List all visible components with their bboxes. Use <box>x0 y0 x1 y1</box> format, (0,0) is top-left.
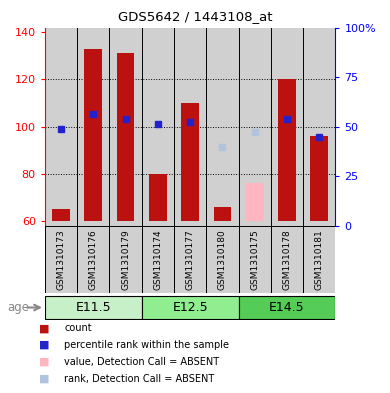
Text: value, Detection Call = ABSENT: value, Detection Call = ABSENT <box>64 357 220 367</box>
Bar <box>142 28 174 226</box>
FancyBboxPatch shape <box>142 226 174 293</box>
FancyBboxPatch shape <box>45 226 77 293</box>
Text: rank, Detection Call = ABSENT: rank, Detection Call = ABSENT <box>64 374 214 384</box>
Bar <box>117 53 135 221</box>
Bar <box>174 28 206 226</box>
Text: ■: ■ <box>39 340 50 350</box>
Bar <box>271 28 303 226</box>
Text: age: age <box>7 301 29 314</box>
Bar <box>84 49 102 221</box>
Text: ■: ■ <box>39 357 50 367</box>
Bar <box>52 209 70 221</box>
Bar <box>303 28 335 226</box>
FancyBboxPatch shape <box>271 226 303 293</box>
Bar <box>149 174 167 221</box>
Text: GSM1310181: GSM1310181 <box>315 229 324 290</box>
Bar <box>45 28 77 226</box>
FancyBboxPatch shape <box>110 226 142 293</box>
Bar <box>310 136 328 221</box>
Bar <box>110 28 142 226</box>
Text: GSM1310174: GSM1310174 <box>153 229 162 290</box>
FancyBboxPatch shape <box>45 296 142 319</box>
FancyBboxPatch shape <box>206 226 239 293</box>
Text: ■: ■ <box>39 323 50 333</box>
FancyBboxPatch shape <box>239 226 271 293</box>
FancyBboxPatch shape <box>142 296 239 319</box>
Text: GSM1310175: GSM1310175 <box>250 229 259 290</box>
Text: count: count <box>64 323 92 333</box>
Text: percentile rank within the sample: percentile rank within the sample <box>64 340 229 350</box>
Bar <box>181 103 199 221</box>
Bar <box>206 28 239 226</box>
Text: E12.5: E12.5 <box>172 301 208 314</box>
Text: GSM1310176: GSM1310176 <box>89 229 98 290</box>
Text: E14.5: E14.5 <box>269 301 305 314</box>
Text: E11.5: E11.5 <box>75 301 111 314</box>
Bar <box>239 28 271 226</box>
Bar <box>77 28 110 226</box>
FancyBboxPatch shape <box>174 226 206 293</box>
FancyBboxPatch shape <box>77 226 110 293</box>
Text: GSM1310179: GSM1310179 <box>121 229 130 290</box>
Text: GSM1310173: GSM1310173 <box>57 229 66 290</box>
Bar <box>214 207 231 221</box>
Bar <box>246 184 264 221</box>
Text: ■: ■ <box>39 374 50 384</box>
Text: GSM1310178: GSM1310178 <box>282 229 291 290</box>
FancyBboxPatch shape <box>239 296 335 319</box>
Text: GSM1310180: GSM1310180 <box>218 229 227 290</box>
FancyBboxPatch shape <box>303 226 335 293</box>
Bar <box>278 79 296 221</box>
Text: GDS5642 / 1443108_at: GDS5642 / 1443108_at <box>118 10 272 23</box>
Text: GSM1310177: GSM1310177 <box>186 229 195 290</box>
